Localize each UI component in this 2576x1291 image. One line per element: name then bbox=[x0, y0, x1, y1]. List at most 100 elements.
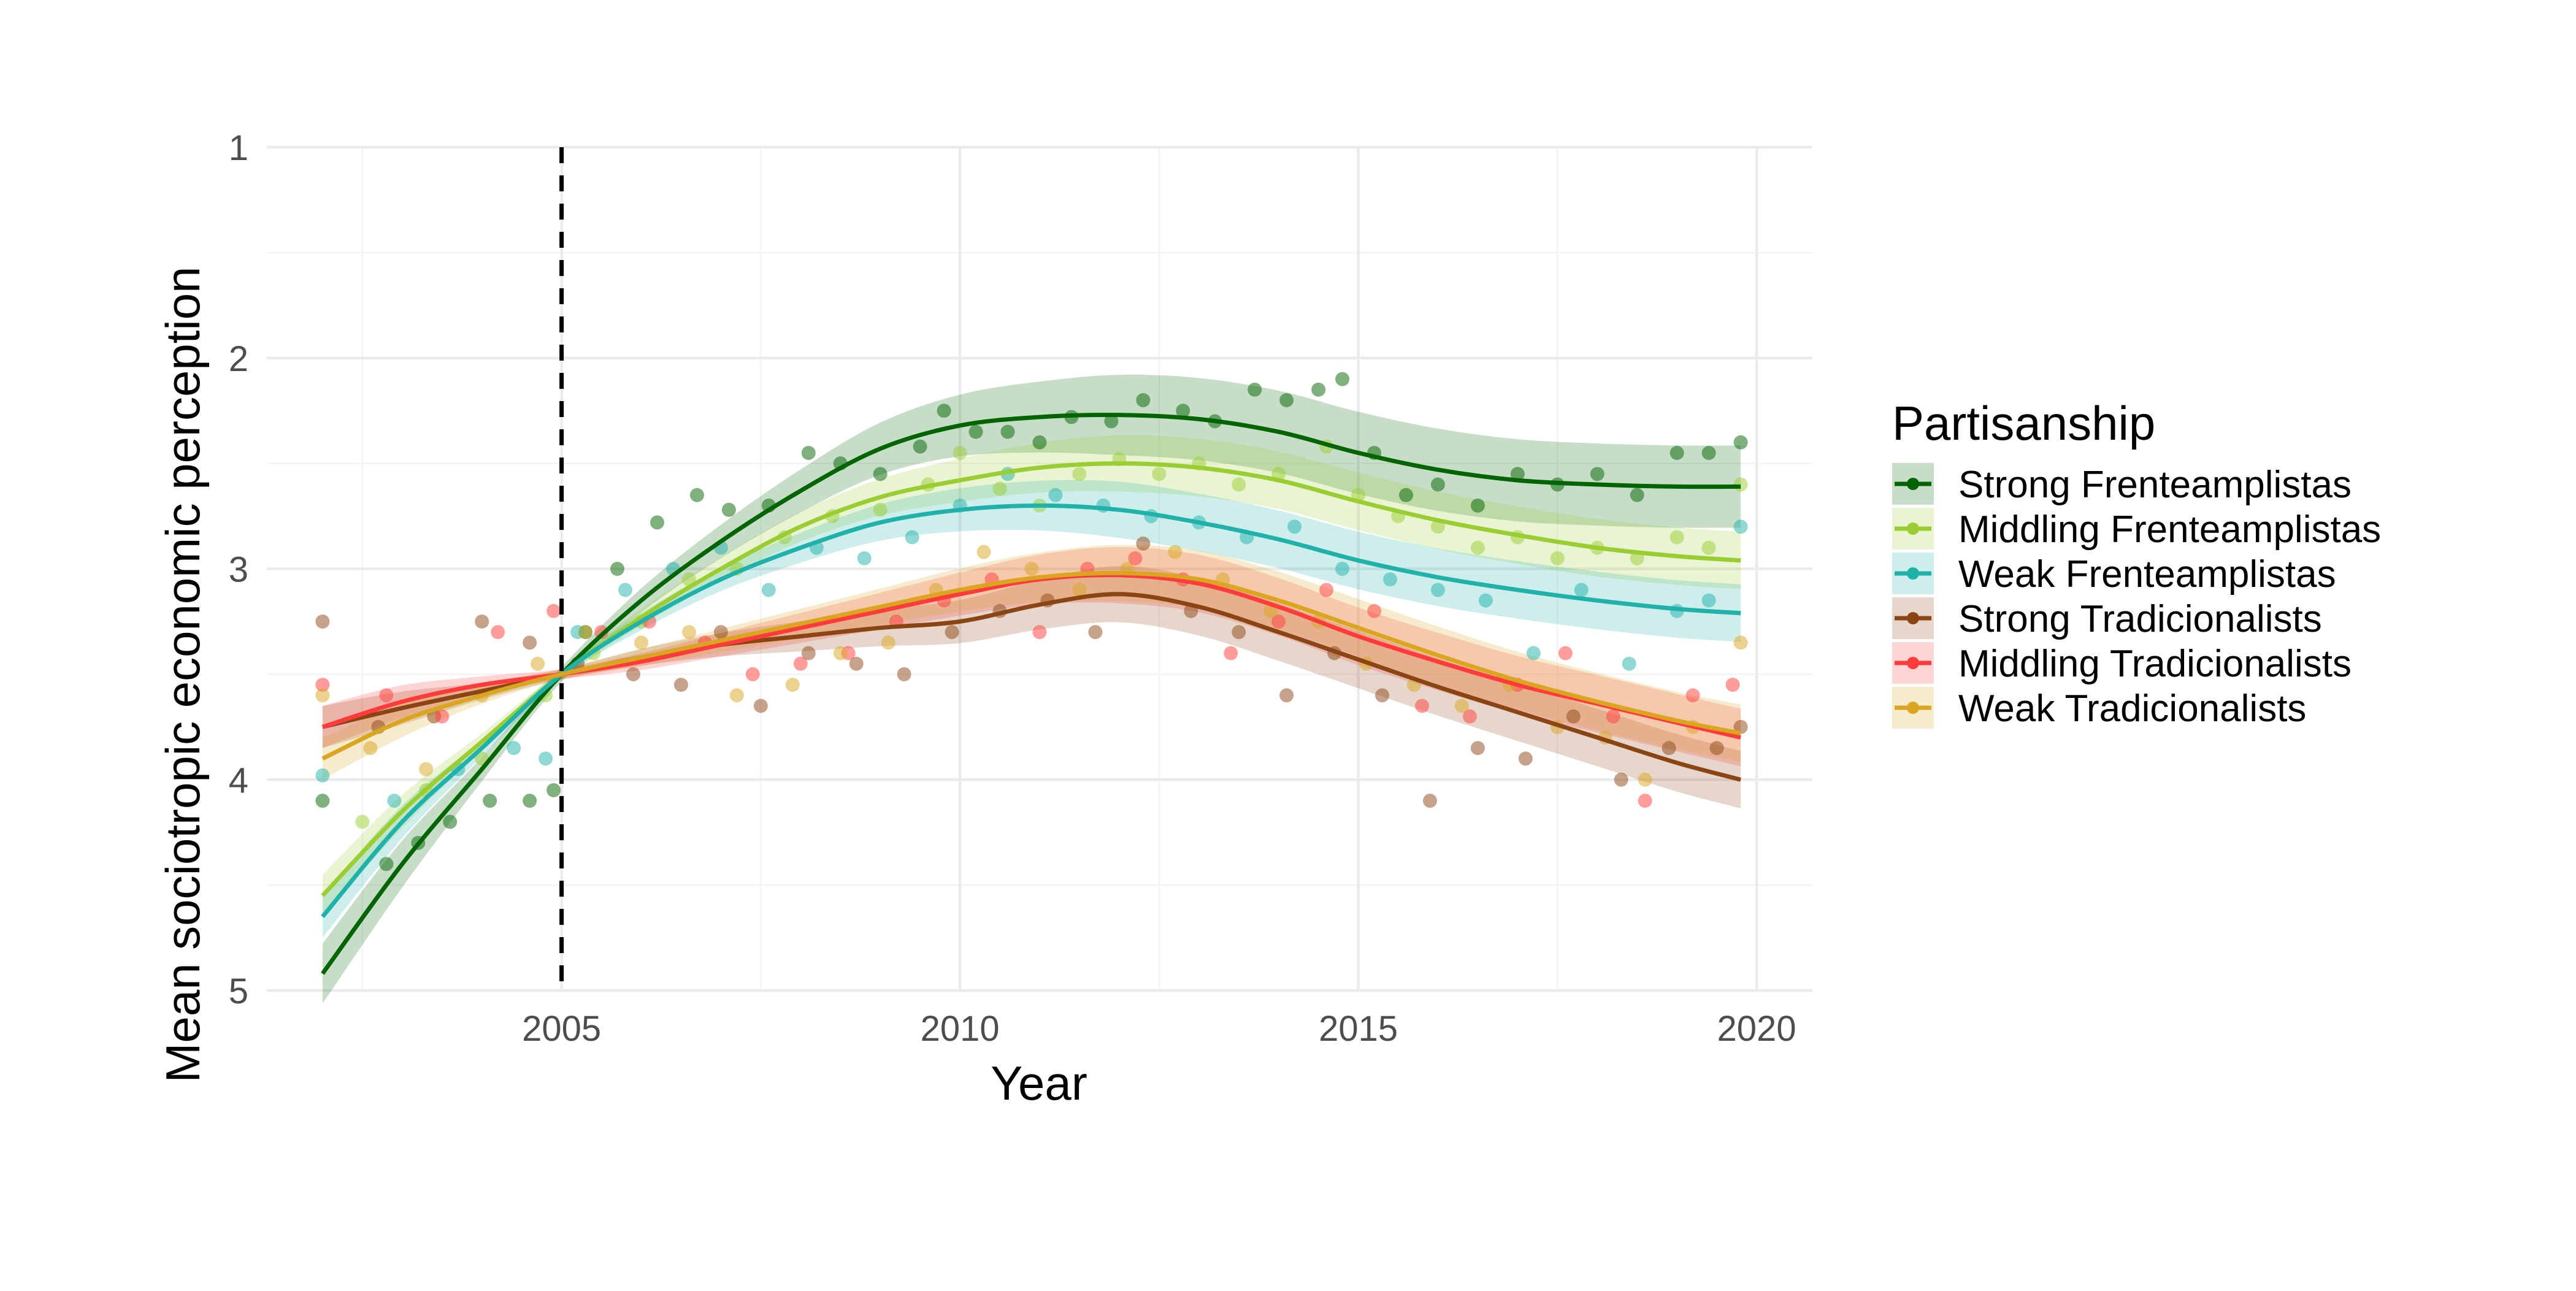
data-point bbox=[881, 635, 895, 650]
data-point bbox=[713, 625, 728, 640]
y-tick-label: 4 bbox=[229, 760, 248, 800]
legend-item: Weak Frenteamplistas bbox=[1892, 553, 2336, 596]
y-tick-label: 1 bbox=[229, 128, 248, 168]
legend-key-point bbox=[1907, 478, 1919, 490]
data-point bbox=[1614, 772, 1628, 787]
x-tick-label: 2020 bbox=[1717, 1009, 1796, 1049]
data-point bbox=[634, 635, 649, 650]
x-tick-label: 2010 bbox=[921, 1009, 1000, 1049]
data-point bbox=[315, 614, 330, 629]
legend-key-point bbox=[1907, 657, 1919, 669]
data-point bbox=[1136, 393, 1151, 407]
smooth-line-layer bbox=[321, 412, 1741, 975]
data-point bbox=[1176, 404, 1190, 418]
data-point bbox=[1375, 688, 1390, 703]
data-point bbox=[379, 688, 394, 703]
data-point bbox=[1701, 593, 1716, 608]
data-point bbox=[1415, 699, 1430, 713]
data-point bbox=[857, 551, 872, 565]
data-point bbox=[1725, 678, 1740, 692]
data-point bbox=[729, 688, 744, 703]
y-axis-title: Mean sociotropic economic perception bbox=[156, 266, 210, 1082]
data-point bbox=[1136, 536, 1151, 551]
data-point bbox=[833, 646, 848, 661]
data-point bbox=[1335, 562, 1350, 576]
data-point bbox=[483, 794, 497, 808]
data-point bbox=[1279, 393, 1294, 407]
legend-label: Weak Frenteamplistas bbox=[1958, 553, 2336, 596]
data-point bbox=[531, 656, 545, 671]
data-point bbox=[937, 404, 951, 418]
data-point bbox=[1701, 540, 1716, 555]
data-point bbox=[1733, 635, 1748, 650]
data-point bbox=[1319, 583, 1334, 597]
data-point bbox=[1287, 519, 1302, 534]
data-point bbox=[1510, 467, 1525, 481]
smooth-line bbox=[321, 503, 1741, 918]
data-point bbox=[1032, 435, 1047, 450]
x-axis-title: Year bbox=[991, 1056, 1087, 1110]
data-point bbox=[681, 625, 696, 640]
data-point bbox=[1733, 435, 1748, 450]
data-point bbox=[1590, 467, 1604, 481]
data-point bbox=[976, 545, 991, 559]
data-point bbox=[1248, 382, 1262, 397]
data-point bbox=[1685, 688, 1700, 703]
data-point bbox=[546, 783, 561, 797]
data-point bbox=[1462, 709, 1477, 724]
data-point bbox=[1271, 614, 1286, 629]
data-point bbox=[1638, 794, 1652, 808]
data-point bbox=[905, 530, 919, 545]
confidence-band bbox=[322, 565, 1741, 809]
data-point bbox=[1000, 424, 1015, 439]
data-point bbox=[1152, 467, 1167, 481]
data-point bbox=[945, 625, 959, 640]
data-point bbox=[1168, 545, 1183, 559]
data-point bbox=[673, 678, 688, 692]
data-point bbox=[1128, 551, 1143, 565]
data-point bbox=[1383, 572, 1398, 587]
data-point bbox=[1606, 709, 1620, 724]
x-tick-label: 2015 bbox=[1319, 1009, 1398, 1049]
legend-label: Weak Tradicionalists bbox=[1958, 688, 2306, 730]
data-point bbox=[897, 667, 911, 681]
data-point bbox=[1224, 646, 1238, 661]
legend-key-point bbox=[1907, 612, 1919, 624]
data-point bbox=[1335, 372, 1350, 386]
data-point bbox=[1399, 488, 1414, 502]
y-tick-label: 3 bbox=[229, 550, 248, 590]
smooth-line bbox=[321, 570, 1741, 761]
legend-item: Strong Frenteamplistas bbox=[1892, 463, 2352, 506]
y-tick-label: 2 bbox=[229, 339, 248, 379]
legend-label: Middling Tradicionalists bbox=[1958, 643, 2352, 685]
data-point bbox=[626, 667, 641, 681]
data-point bbox=[419, 762, 434, 776]
data-point bbox=[1430, 583, 1445, 597]
data-point bbox=[745, 667, 760, 681]
legend-title: Partisanship bbox=[1892, 396, 2155, 450]
x-tick-label: 2005 bbox=[522, 1009, 601, 1049]
data-point bbox=[618, 583, 633, 597]
data-point bbox=[1622, 656, 1636, 671]
data-point bbox=[387, 794, 402, 808]
data-point bbox=[1072, 467, 1087, 481]
data-point bbox=[315, 688, 330, 703]
data-point bbox=[435, 709, 450, 724]
data-point bbox=[539, 751, 553, 766]
data-point bbox=[1104, 414, 1119, 429]
data-point bbox=[913, 439, 927, 454]
data-point bbox=[785, 678, 800, 692]
legend-item: Strong Tradicionalists bbox=[1892, 597, 2322, 640]
data-point bbox=[379, 857, 394, 872]
data-point bbox=[953, 445, 967, 460]
data-point bbox=[1454, 699, 1469, 713]
data-point bbox=[1701, 445, 1716, 460]
scatter-point-layer bbox=[315, 372, 1748, 872]
legend-key-point bbox=[1907, 702, 1919, 714]
data-point bbox=[1024, 562, 1039, 576]
data-point bbox=[1638, 772, 1652, 787]
legend-item: Weak Tradicionalists bbox=[1892, 687, 2306, 730]
